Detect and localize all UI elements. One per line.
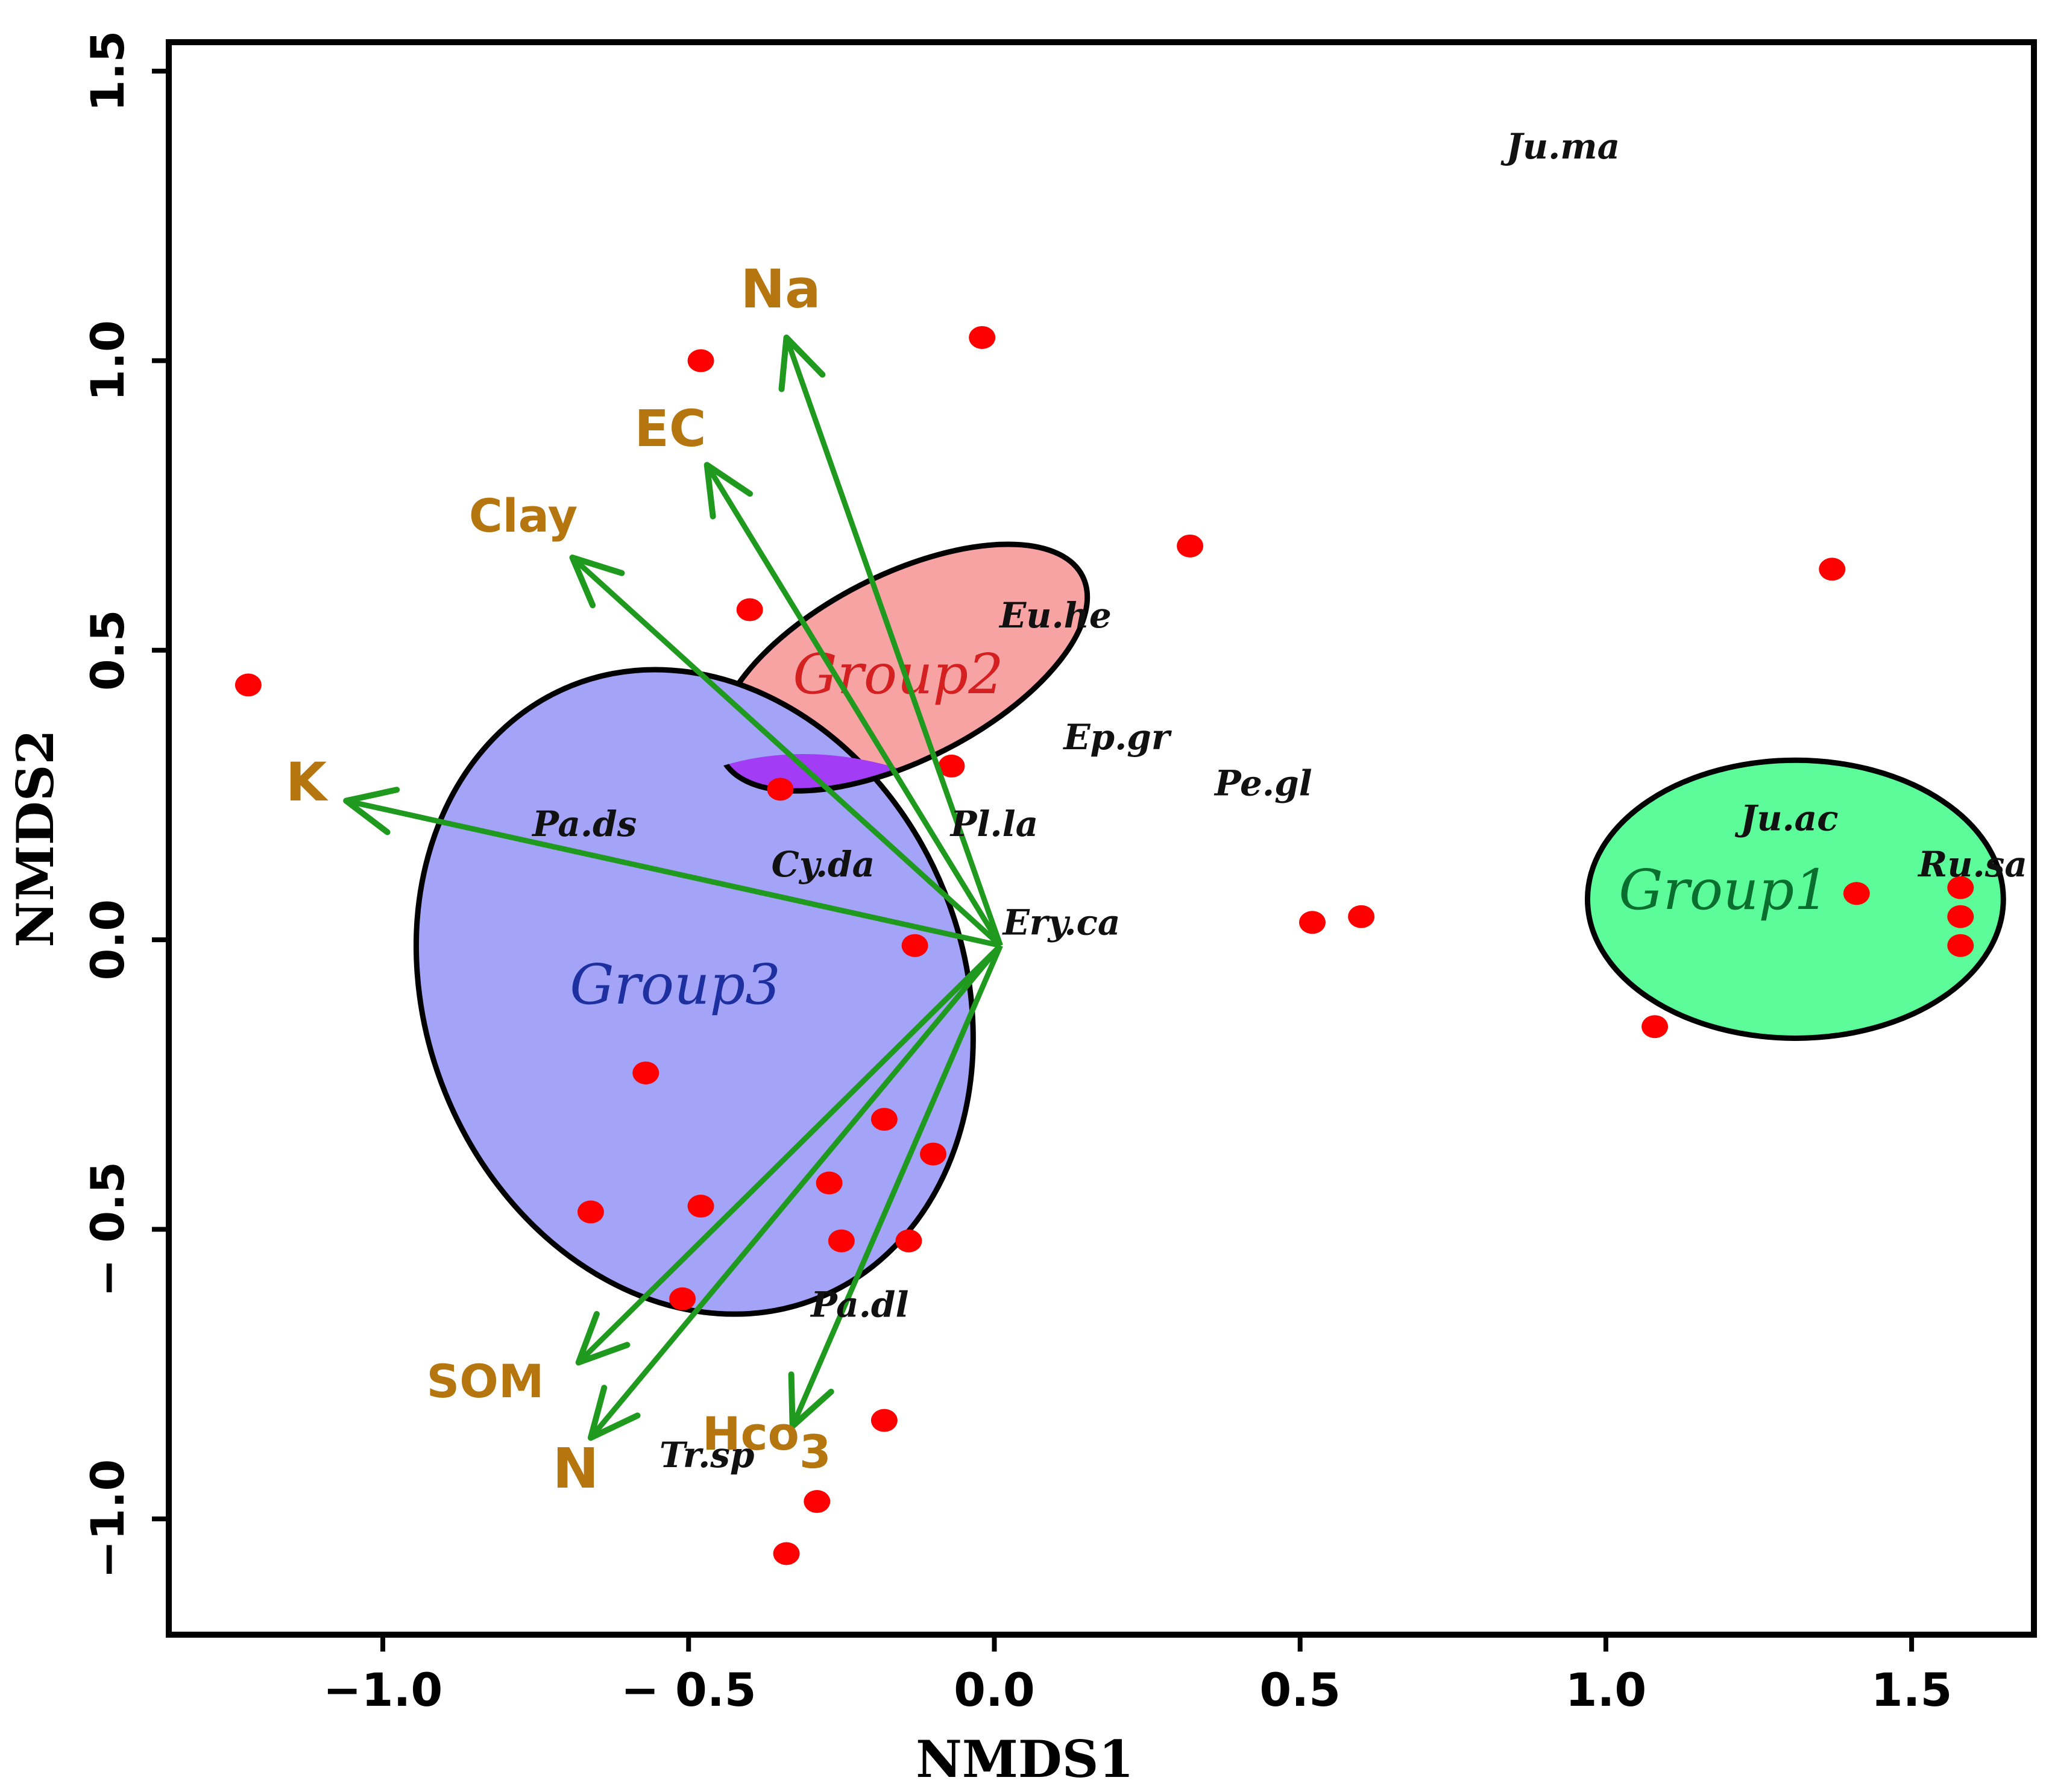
x-tick-label: − 0.5 bbox=[621, 1663, 757, 1717]
species-label-eu-he: Eu.he bbox=[998, 595, 1112, 636]
site-point bbox=[1947, 934, 1974, 957]
site-point bbox=[1348, 905, 1375, 928]
env-arrowhead-hco bbox=[788, 1371, 834, 1430]
env-vector-arrows bbox=[343, 334, 1003, 1441]
species-label-tr-sp: Tr.sp bbox=[659, 1435, 755, 1476]
y-tick-label: 0.5 bbox=[81, 609, 134, 691]
species-label-ru-sa: Ru.sa bbox=[1917, 844, 2027, 885]
env-arrowhead-som bbox=[575, 1311, 631, 1366]
x-axis-ticks: −1.0 − 0.5 0.0 0.5 1.0 1.5 bbox=[323, 1635, 1953, 1717]
site-point bbox=[1947, 905, 1974, 928]
x-tick-label: 0.0 bbox=[954, 1663, 1035, 1717]
env-arrow-k bbox=[345, 798, 1001, 949]
env-arrowhead-clay bbox=[569, 555, 625, 609]
species-label-pa-ds: Pa.ds bbox=[531, 803, 637, 844]
site-point bbox=[1641, 1015, 1669, 1039]
env-arrowhead-ec bbox=[703, 462, 754, 520]
y-axis-ticks: −1.0 − 0.5 0.0 0.5 1.0 1.5 bbox=[81, 31, 169, 1579]
x-tick-label: −1.0 bbox=[323, 1663, 442, 1717]
x-axis-title: NMDS1 bbox=[916, 1729, 1134, 1789]
env-arrowhead-na bbox=[778, 334, 826, 392]
env-arrow-n bbox=[588, 943, 1003, 1440]
site-point bbox=[870, 1409, 898, 1432]
site-point bbox=[234, 673, 262, 697]
species-labels: Ju.ma Eu.he Ep.gr Pe.gl Pl.la Pa.ds Cy.da Ery.c… bbox=[531, 126, 2027, 1476]
env-arrow-na bbox=[784, 336, 1003, 947]
species-label-ju-ma: Ju.ma bbox=[1500, 126, 1620, 167]
env-label-k: K bbox=[286, 751, 329, 813]
y-tick-label: 1.0 bbox=[81, 320, 134, 401]
env-label-clay: Clay bbox=[469, 489, 578, 542]
site-point bbox=[577, 1200, 604, 1224]
axes: −1.0 − 0.5 0.0 0.5 1.0 1.5 −1.0 − 0.5 0.0 0.5 1.0… bbox=[5, 31, 2037, 1789]
env-arrowhead-n bbox=[587, 1385, 641, 1441]
x-tick-label: 1.5 bbox=[1871, 1663, 1953, 1717]
species-label-ju-ac: Ju.ac bbox=[1734, 797, 1839, 838]
y-tick-label: − 0.5 bbox=[81, 1162, 134, 1297]
site-point bbox=[1819, 558, 1846, 581]
species-label-ery-ca: Ery.ca bbox=[1002, 902, 1121, 943]
group-label-1: Group1 bbox=[1619, 858, 1830, 922]
env-arrow-ec bbox=[704, 463, 1003, 948]
site-point bbox=[767, 778, 794, 801]
site-point bbox=[632, 1061, 659, 1085]
env-arrow-som bbox=[576, 943, 1002, 1365]
species-label-cy-da: Cy.da bbox=[772, 844, 875, 885]
env-label-na: Na bbox=[740, 258, 820, 320]
site-point bbox=[669, 1287, 696, 1310]
env-label-som: SOM bbox=[427, 1354, 544, 1408]
site-point bbox=[804, 1490, 831, 1514]
site-point bbox=[687, 349, 714, 373]
y-tick-label: 0.0 bbox=[81, 899, 134, 981]
x-tick-label: 1.0 bbox=[1566, 1663, 1647, 1717]
group-label-3: Group3 bbox=[570, 952, 781, 1017]
species-label-pl-la: Pl.la bbox=[949, 803, 1038, 844]
site-point bbox=[895, 1229, 922, 1253]
species-label-pe-gl: Pe.gl bbox=[1213, 763, 1312, 804]
species-label-pa-dl: Pa.dl bbox=[810, 1284, 908, 1325]
site-point bbox=[969, 325, 996, 349]
site-point bbox=[773, 1542, 800, 1565]
y-axis-title: NMDS2 bbox=[5, 729, 65, 948]
site-point bbox=[736, 598, 763, 621]
env-label-ec: EC bbox=[634, 399, 706, 458]
site-point bbox=[901, 934, 928, 957]
plot-frame bbox=[166, 39, 2037, 1638]
y-tick-label: −1.0 bbox=[81, 1459, 134, 1579]
site-point bbox=[870, 1107, 898, 1131]
env-arrow-hco bbox=[790, 944, 1003, 1427]
group-ellipses bbox=[414, 541, 2006, 1317]
y-tick-label: 1.5 bbox=[81, 31, 134, 112]
env-arrowhead-k bbox=[343, 787, 400, 835]
x-tick-label: 0.5 bbox=[1259, 1663, 1341, 1717]
site-point bbox=[816, 1171, 843, 1195]
site-point bbox=[1177, 534, 1204, 558]
site-points bbox=[234, 325, 1974, 1565]
site-point bbox=[1947, 876, 1974, 899]
site-point bbox=[1843, 882, 1870, 905]
site-point bbox=[828, 1229, 855, 1253]
group-ellipse-1 bbox=[1584, 757, 2006, 1041]
site-point bbox=[1298, 911, 1326, 934]
site-point bbox=[920, 1142, 947, 1166]
site-point bbox=[938, 754, 965, 778]
site-point bbox=[687, 1195, 714, 1218]
env-label-n: N bbox=[553, 1436, 599, 1501]
species-label-ep-gr: Ep.gr bbox=[1062, 717, 1172, 758]
env-arrow-clay bbox=[570, 555, 1002, 948]
